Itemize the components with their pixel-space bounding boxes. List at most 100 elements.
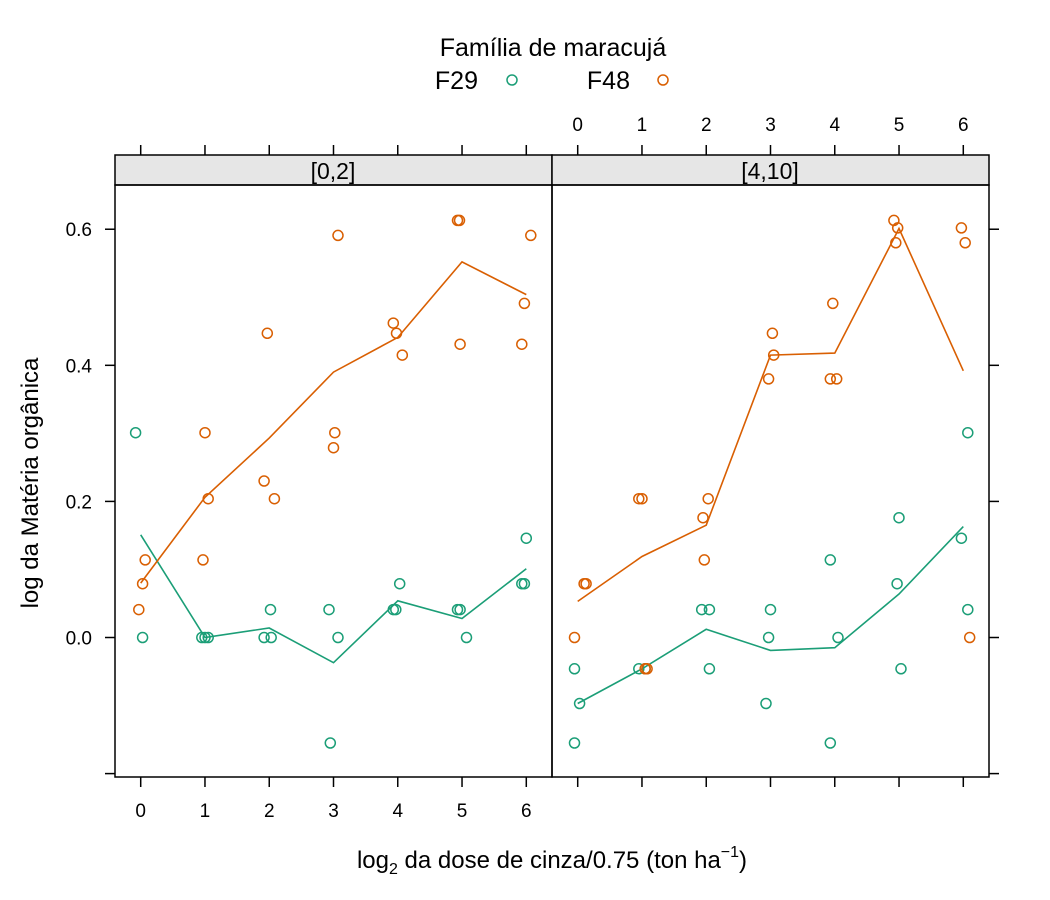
x-tick-label-top: 6	[958, 115, 969, 136]
data-point-f29	[518, 577, 531, 590]
strip-left	[114, 154, 553, 186]
data-point-f48	[525, 229, 537, 242]
data-point-f48	[767, 349, 780, 361]
y-axis-label: log da Matéria orgânica	[17, 357, 44, 608]
data-point-f48	[199, 426, 211, 439]
data-point-f48	[891, 222, 904, 234]
x-axis-label-end: )	[739, 847, 747, 874]
data-point-f29	[264, 603, 277, 616]
legend-title: Família de maracujá	[440, 34, 667, 62]
series-lines	[140, 226, 965, 705]
data-point-f29	[703, 663, 716, 675]
data-point-f48	[139, 554, 151, 566]
data-point-f48	[697, 511, 709, 524]
x-tick-label-top: 0	[572, 115, 583, 136]
data-point-f29	[265, 631, 277, 644]
data-point-f48	[258, 475, 270, 487]
data-point-f48	[762, 373, 775, 385]
x-axis-label-sup: −1	[721, 844, 739, 861]
legend-marker-f48	[657, 74, 669, 86]
x-tick-label-top: 3	[765, 115, 776, 136]
data-point-f48	[633, 492, 645, 505]
data-point-f48	[959, 237, 971, 249]
y-tick-label: 0.0	[66, 629, 92, 650]
data-point-f48	[327, 441, 340, 454]
data-point-f29	[520, 532, 533, 544]
data-point-f29	[454, 603, 466, 616]
x-tick-label-bottom: 3	[328, 801, 339, 822]
data-point-f29	[893, 511, 905, 524]
data-point-f29	[891, 577, 903, 590]
data-point-f29	[962, 603, 974, 616]
data-point-f29	[129, 426, 142, 439]
x-tick-label-bottom: 6	[521, 801, 532, 822]
data-point-f48	[261, 327, 274, 340]
data-point-f29	[199, 631, 211, 644]
y-tick-label: 0.4	[66, 356, 93, 377]
data-point-f48	[830, 373, 843, 385]
series-line-f48-panel-2	[577, 226, 965, 603]
data-point-f48	[396, 349, 409, 361]
data-point-f29	[703, 603, 716, 616]
legend-label-f48: F48	[587, 67, 630, 95]
strip-label-right: [4,10]	[741, 158, 799, 184]
data-point-f29	[460, 631, 473, 644]
x-axis-label: log2 da dose de cinza/0.75 (ton ha−1)	[357, 844, 747, 878]
data-point-f48	[518, 297, 531, 310]
data-point-f48	[133, 603, 145, 616]
data-point-f48	[766, 327, 779, 340]
data-point-f29	[202, 631, 214, 644]
data-point-f48	[641, 663, 653, 675]
data-point-f48	[698, 554, 711, 566]
data-point-f48	[890, 237, 902, 249]
data-point-f29	[762, 631, 775, 644]
series-line-f29-panel-1	[140, 534, 527, 664]
data-point-f48	[197, 554, 209, 566]
data-point-f48	[268, 492, 281, 505]
data-point-f29	[393, 577, 406, 590]
x-axis-label-main: da dose de cinza/0.75 (ton ha	[398, 847, 722, 874]
data-point-f29	[323, 603, 335, 616]
data-point-f48	[329, 426, 341, 439]
data-point-f48	[955, 222, 968, 234]
x-tick-label-bottom: 0	[135, 801, 146, 822]
x-tick-label-bottom: 4	[392, 801, 403, 822]
x-tick-label-top: 5	[894, 115, 905, 136]
data-point-f29	[324, 737, 337, 749]
data-point-f29	[824, 554, 837, 566]
data-point-f29	[390, 603, 402, 616]
data-point-f48	[963, 631, 976, 644]
data-point-f48	[580, 577, 592, 590]
data-point-f29	[196, 631, 208, 644]
data-point-f29	[764, 603, 777, 616]
series-points	[129, 214, 976, 749]
x-tick-label-bottom: 5	[457, 801, 468, 822]
data-point-f29	[760, 697, 772, 710]
data-point-f29	[568, 737, 581, 749]
data-point-f48	[454, 338, 466, 350]
data-point-f29	[695, 603, 708, 616]
data-point-f48	[387, 317, 400, 329]
data-point-f29	[962, 426, 974, 439]
strip-right	[551, 154, 990, 186]
data-point-f48	[568, 631, 581, 644]
data-point-f29	[332, 631, 344, 644]
data-point-f48	[453, 214, 466, 227]
strip-label-left: [0,2]	[311, 158, 356, 184]
x-tick-label-top: 1	[637, 115, 648, 136]
x-axis-label-log: log	[357, 847, 389, 874]
x-tick-label-bottom: 2	[264, 801, 275, 822]
data-point-f29	[136, 631, 149, 644]
x-tick-label-top: 2	[701, 115, 712, 136]
data-point-f48	[332, 229, 344, 242]
data-point-f29	[633, 663, 645, 675]
legend-marker-f29	[506, 74, 518, 86]
axis-ticks: 0 1 2 3 4 5 6 0 1 2 3 4 5 6 0.0 0.2 0.4 0.6	[66, 115, 999, 822]
y-tick-label: 0.2	[66, 492, 92, 513]
data-point-f48	[824, 373, 837, 385]
data-point-f29	[824, 737, 837, 749]
legend-label-f29: F29	[435, 67, 478, 95]
data-point-f48	[636, 492, 648, 505]
data-point-f48	[202, 492, 214, 505]
